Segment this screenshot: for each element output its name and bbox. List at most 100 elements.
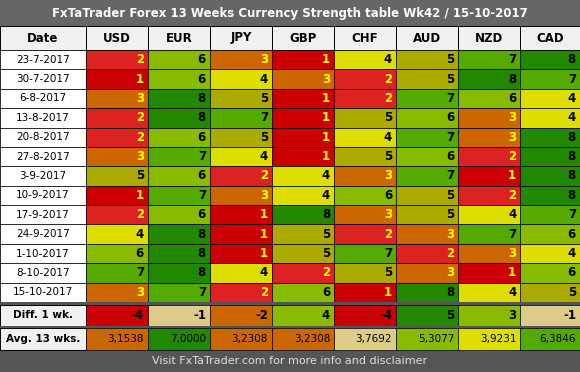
Text: 8: 8 <box>198 92 206 105</box>
Bar <box>0 283 86 302</box>
Text: 1: 1 <box>136 189 144 202</box>
Bar <box>86 50 148 70</box>
Text: 1: 1 <box>322 131 330 144</box>
Bar <box>86 108 148 128</box>
Text: 3: 3 <box>446 266 454 279</box>
Bar <box>272 166 334 186</box>
Bar <box>148 128 210 147</box>
Bar <box>334 244 396 263</box>
Bar <box>0 0 580 26</box>
Bar <box>272 263 334 283</box>
Bar <box>520 244 580 263</box>
Bar <box>86 26 148 50</box>
Bar <box>334 70 396 89</box>
Text: 23-7-2017: 23-7-2017 <box>16 55 70 65</box>
Bar <box>210 305 272 326</box>
Bar <box>458 128 520 147</box>
Bar <box>148 205 210 224</box>
Text: 8-10-2017: 8-10-2017 <box>16 268 70 278</box>
Text: 6: 6 <box>568 228 576 241</box>
Text: 5: 5 <box>446 309 454 322</box>
Bar <box>0 350 580 372</box>
Bar <box>86 283 148 302</box>
Bar <box>396 224 458 244</box>
Text: CAD: CAD <box>536 32 564 45</box>
Bar <box>396 263 458 283</box>
Bar <box>148 263 210 283</box>
Text: 3,1538: 3,1538 <box>107 334 144 344</box>
Bar <box>148 328 210 350</box>
Bar <box>520 128 580 147</box>
Bar <box>148 50 210 70</box>
Bar <box>148 186 210 205</box>
Text: 1: 1 <box>322 53 330 66</box>
Text: -1: -1 <box>193 309 206 322</box>
Text: 3: 3 <box>384 208 392 221</box>
Text: 3,2308: 3,2308 <box>293 334 330 344</box>
Bar <box>148 166 210 186</box>
Text: 2: 2 <box>508 150 516 163</box>
Bar <box>0 70 86 89</box>
Bar <box>0 328 86 350</box>
Text: 5: 5 <box>136 170 144 183</box>
Text: CHF: CHF <box>352 32 378 45</box>
Bar <box>396 305 458 326</box>
Bar <box>396 128 458 147</box>
Text: 7: 7 <box>198 189 206 202</box>
Bar <box>0 147 86 166</box>
Bar <box>458 244 520 263</box>
Text: 6: 6 <box>198 53 206 66</box>
Text: EUR: EUR <box>165 32 193 45</box>
Text: 7: 7 <box>568 208 576 221</box>
Text: 7: 7 <box>508 53 516 66</box>
Text: Date: Date <box>27 32 59 45</box>
Bar <box>458 166 520 186</box>
Text: 6: 6 <box>198 170 206 183</box>
Bar <box>334 26 396 50</box>
Text: 3: 3 <box>136 286 144 299</box>
Text: 13-8-2017: 13-8-2017 <box>16 113 70 123</box>
Text: JPY: JPY <box>230 32 252 45</box>
Text: GBP: GBP <box>289 32 317 45</box>
Text: 5: 5 <box>446 208 454 221</box>
Bar <box>520 89 580 108</box>
Bar <box>210 50 272 70</box>
Text: 7: 7 <box>384 247 392 260</box>
Text: 4: 4 <box>508 286 516 299</box>
Text: 6: 6 <box>322 286 330 299</box>
Text: 8: 8 <box>198 266 206 279</box>
Bar <box>0 89 86 108</box>
Text: 3: 3 <box>508 309 516 322</box>
Text: 3: 3 <box>136 150 144 163</box>
Text: -2: -2 <box>255 309 268 322</box>
Bar <box>0 108 86 128</box>
Text: 5: 5 <box>322 247 330 260</box>
Bar <box>272 108 334 128</box>
Text: 1: 1 <box>322 111 330 124</box>
Text: 2: 2 <box>384 228 392 241</box>
Bar <box>210 186 272 205</box>
Text: 8: 8 <box>198 228 206 241</box>
Text: 8: 8 <box>322 208 330 221</box>
Bar <box>210 26 272 50</box>
Text: 6: 6 <box>198 131 206 144</box>
Bar <box>520 186 580 205</box>
Bar <box>334 166 396 186</box>
Text: 1: 1 <box>508 170 516 183</box>
Bar <box>0 186 86 205</box>
Bar <box>272 50 334 70</box>
Bar <box>0 305 86 326</box>
Text: 3: 3 <box>508 131 516 144</box>
Text: 5: 5 <box>260 92 268 105</box>
Bar <box>148 70 210 89</box>
Bar <box>0 326 580 328</box>
Bar <box>396 50 458 70</box>
Text: 6: 6 <box>508 92 516 105</box>
Text: 7: 7 <box>446 92 454 105</box>
Bar <box>210 244 272 263</box>
Text: 8: 8 <box>568 150 576 163</box>
Text: 7: 7 <box>198 286 206 299</box>
Text: 2: 2 <box>384 73 392 86</box>
Text: 6: 6 <box>568 266 576 279</box>
Bar <box>334 305 396 326</box>
